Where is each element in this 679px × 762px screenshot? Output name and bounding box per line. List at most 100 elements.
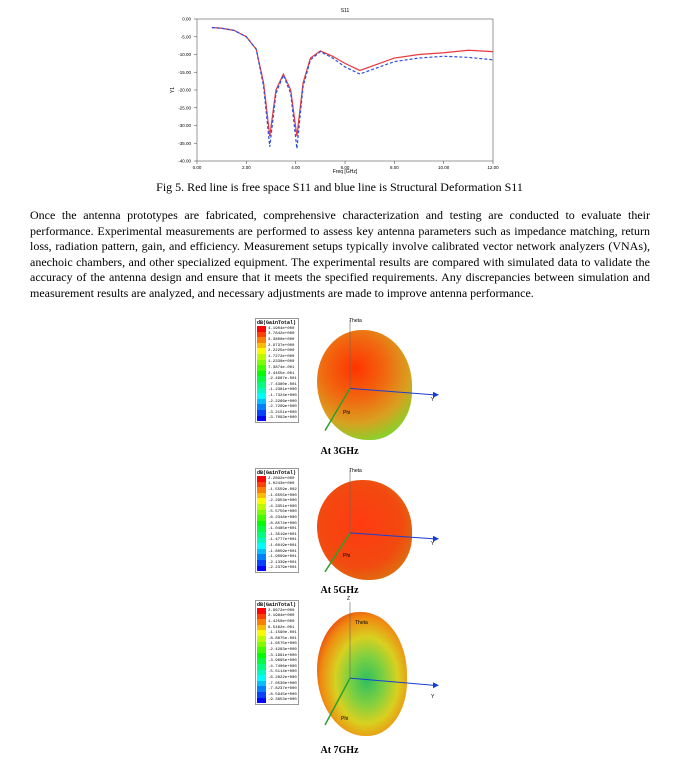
legend-swatch	[257, 503, 266, 510]
legend-row: -9.3653e+000	[257, 697, 297, 704]
y-tick-label: -30.00	[178, 123, 191, 128]
legend-value: 2.2225e+000	[268, 349, 295, 354]
legend-value: -1.7324e+000	[268, 393, 297, 398]
legend-value: 2.1984e+000	[268, 614, 295, 619]
legend-swatch	[257, 476, 266, 482]
legend-value: -7.8237e+000	[268, 687, 297, 692]
legend-value: -1.2381e+000	[268, 388, 297, 393]
legend-row: -2.7209e+000	[257, 404, 297, 410]
legend-value: -5.5750e+000	[268, 510, 297, 515]
pattern-shape	[317, 480, 412, 580]
legend-swatch	[257, 353, 266, 360]
legend-swatch	[257, 370, 266, 377]
legend-value: -1.0485e+001	[268, 527, 297, 532]
legend-row: -1.8059e+001	[257, 548, 297, 555]
legend-value: 1.2330e+000	[268, 360, 295, 365]
chart-title: S11	[341, 8, 350, 14]
axis-label: Phi	[343, 552, 351, 559]
legend-row: -8.5945e+000	[257, 691, 297, 698]
pattern-caption: At 7GHz	[320, 745, 359, 756]
y-tick-label: -5.00	[181, 34, 192, 39]
legend-value: -2.4987e-001	[268, 377, 297, 382]
legend-row: -2.4283e+000	[257, 647, 297, 653]
legend-swatch	[257, 669, 266, 676]
axes	[324, 602, 439, 726]
legend-value: -2.2266e+000	[268, 399, 297, 404]
axis-label: Theta	[349, 468, 362, 474]
legend-row: -4.7406e+000	[257, 663, 297, 670]
legend-swatch	[257, 680, 266, 687]
legend-value: -3.1991e+000	[268, 653, 297, 658]
legend-row: -2.4987e-001	[257, 376, 297, 382]
y-tick-label: -15.00	[178, 70, 191, 75]
legend-swatch	[257, 348, 266, 354]
legend-value: -1.3519e+001	[268, 532, 297, 537]
legend-row: -3.1991e+000	[257, 652, 297, 659]
legend-swatch	[257, 337, 266, 343]
plot-frame	[196, 18, 494, 162]
legend-swatch	[257, 381, 266, 388]
legend-swatch	[257, 365, 266, 371]
legend-row: 2.2225e+000	[257, 348, 297, 354]
legend-value: -1.6019e+001	[268, 543, 297, 548]
legend-title: dB(GainTotal)	[257, 320, 297, 326]
legend-swatch	[257, 630, 266, 636]
legend-row: -1.6019e+001	[257, 543, 297, 549]
legend-swatch	[257, 548, 266, 555]
legend-row: 1.0243e+000	[257, 481, 297, 488]
legend-row: -1.9099e+001	[257, 554, 297, 560]
legend-row: 2.9672e+000	[257, 608, 297, 614]
legend-swatch	[257, 398, 266, 405]
legend-value: 7.3874e-001	[268, 365, 295, 370]
legend-value: -1.5559e-002	[268, 487, 297, 492]
legend-value: -7.4380e-001	[268, 382, 297, 387]
axis-label: Y	[431, 397, 435, 404]
legend-swatch	[257, 326, 266, 332]
pattern-caption: At 5GHz	[320, 585, 359, 596]
legend-row: 6.5462e-001	[257, 624, 297, 631]
legend-value: -6.2348e+000	[268, 515, 297, 520]
legend-value: -3.7093e+000	[268, 416, 297, 421]
legend-row: 1.2330e+000	[257, 359, 297, 366]
legend-row: -5.5750e+000	[257, 509, 297, 516]
legend-row: -1.2381e+000	[257, 387, 297, 394]
legend-value: 1.0243e+000	[268, 482, 295, 487]
legend-value: -1.9099e+001	[268, 555, 297, 560]
legend-swatch	[257, 613, 266, 620]
series-line	[211, 26, 494, 137]
legend-value: -3.9695e+000	[268, 659, 297, 664]
legend-row: -7.0530e+000	[257, 680, 297, 687]
axes	[324, 470, 439, 573]
pattern-shape	[317, 612, 407, 736]
legend-row: 7.3874e-001	[257, 365, 297, 371]
legend-swatch	[257, 543, 266, 549]
legend-row: -6.2348e+000	[257, 515, 297, 521]
legend-value: -8.5945e+000	[268, 692, 297, 697]
legend-row: -1.3519e+001	[257, 531, 297, 538]
x-axis-label: Freq [GHz]	[333, 169, 358, 175]
axis-label: Z	[347, 596, 351, 602]
figure-caption: Fig 5. Red line is free space S11 and bl…	[156, 180, 523, 194]
pattern-figure: dB(GainTotal) 4.1904e+000 3.7842e+000 3.380…	[255, 318, 445, 446]
legend-row: -1.0485e+001	[257, 526, 297, 532]
legend-row: -8.8875e-001	[257, 635, 297, 642]
legend-row: 1.4250e+000	[257, 619, 297, 625]
legend-value: -2.1339e+001	[268, 560, 297, 565]
legend-swatch	[257, 652, 266, 659]
legend-row: 2.9737e+000	[257, 342, 297, 349]
y-tick-label: 0.00	[182, 17, 191, 22]
legend-swatch	[257, 376, 266, 382]
legend-swatch	[257, 359, 266, 366]
legend-value: 2.4455e-001	[268, 371, 295, 376]
legend-value: -4.3351e+000	[268, 504, 297, 509]
x-tick-label: 6.00	[341, 165, 350, 170]
legend-swatch	[257, 409, 266, 416]
legend-swatch	[257, 520, 266, 527]
legend-row: -1.6555e+000	[257, 492, 297, 499]
legend-swatch	[257, 515, 266, 521]
legend-value: 1.7272e+000	[268, 354, 295, 359]
legend-row: -8.8574e+000	[257, 520, 297, 527]
legend-value: -2.4283e+000	[268, 647, 297, 652]
legend-row: -2.2266e+000	[257, 398, 297, 405]
